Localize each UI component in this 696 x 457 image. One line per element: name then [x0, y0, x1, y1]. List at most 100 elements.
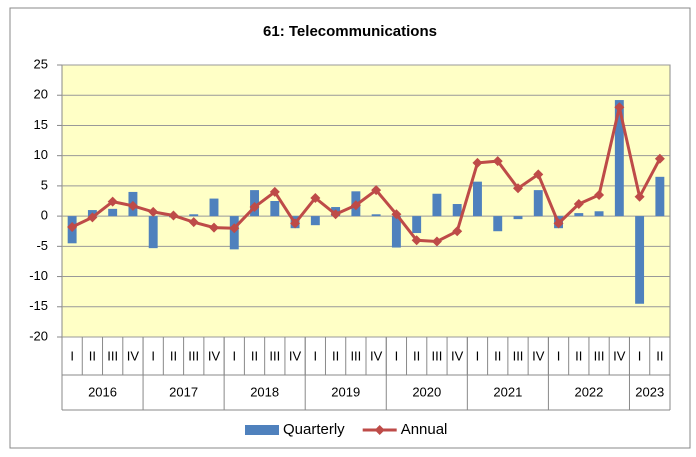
y-tick-label: -10 — [29, 268, 48, 283]
x-tick-label: I — [395, 348, 399, 363]
marker — [472, 157, 483, 168]
marker — [127, 200, 138, 211]
x-tick-label: III — [432, 348, 443, 363]
x-tick-label: III — [188, 348, 199, 363]
x-tick-label: I — [151, 348, 155, 363]
x-tick-label: IV — [127, 348, 140, 363]
bar — [635, 216, 645, 304]
bar — [594, 211, 604, 217]
x-tick-label: III — [269, 348, 280, 363]
marker — [573, 199, 584, 210]
bar — [270, 201, 280, 217]
x-tick-label: I — [232, 348, 236, 363]
marker — [269, 186, 280, 197]
marker — [249, 202, 260, 213]
y-tick-label: -20 — [29, 328, 48, 343]
x-tick-label: IV — [289, 348, 302, 363]
group-label: 2022 — [574, 384, 603, 399]
x-tick-label: IV — [370, 348, 383, 363]
group-label: 2017 — [169, 384, 198, 399]
group-label: 2016 — [88, 384, 117, 399]
x-tick-label: IV — [451, 348, 464, 363]
legend-label: Annual — [401, 421, 448, 438]
x-tick-label: III — [513, 348, 524, 363]
marker — [492, 156, 503, 167]
y-tick-label: 0 — [41, 208, 48, 223]
legend-label: Quarterly — [283, 421, 345, 438]
marker — [290, 218, 301, 229]
bar — [371, 214, 381, 217]
x-tick-label: III — [350, 348, 361, 363]
bar — [209, 198, 219, 217]
marker — [87, 212, 98, 223]
bar — [614, 100, 624, 217]
x-tick-label: II — [170, 348, 177, 363]
marker — [350, 200, 361, 211]
marker — [411, 235, 422, 246]
marker — [594, 189, 605, 200]
group-label: 2021 — [493, 384, 522, 399]
chart-title: 61: Telecommunications — [263, 23, 437, 40]
marker — [371, 185, 382, 196]
bar — [513, 216, 523, 220]
x-tick-label: II — [413, 348, 420, 363]
marker — [533, 169, 544, 180]
marker — [168, 210, 179, 221]
marker — [431, 236, 442, 247]
bar — [189, 214, 199, 217]
x-tick-label: II — [332, 348, 339, 363]
marker — [310, 192, 321, 203]
marker — [229, 223, 240, 234]
marker — [67, 221, 78, 232]
marker — [452, 226, 463, 237]
x-tick-label: II — [494, 348, 501, 363]
marker — [654, 153, 665, 164]
marker — [148, 206, 159, 217]
y-tick-label: 15 — [34, 117, 48, 132]
y-tick-label: -15 — [29, 298, 48, 313]
group-label: 2023 — [635, 384, 664, 399]
x-tick-label: II — [656, 348, 663, 363]
plot-area — [61, 64, 671, 338]
bar — [412, 216, 422, 234]
marker — [391, 209, 402, 220]
x-tick-label: IV — [613, 348, 626, 363]
x-tick-label: IV — [208, 348, 221, 363]
group-label: 2020 — [412, 384, 441, 399]
x-tick-label: III — [594, 348, 605, 363]
marker — [188, 217, 199, 228]
marker — [209, 222, 219, 233]
bar — [533, 190, 543, 217]
legend-marker — [374, 425, 385, 435]
group-label: 2018 — [250, 384, 279, 399]
y-tick-label: -5 — [36, 238, 48, 253]
x-tick-label: II — [89, 348, 96, 363]
bar — [574, 213, 584, 217]
x-tick-label: I — [638, 348, 642, 363]
x-tick-label: I — [314, 348, 318, 363]
x-tick-label: II — [251, 348, 258, 363]
bar — [493, 216, 503, 232]
bar — [473, 181, 482, 217]
y-tick-label: 5 — [41, 177, 48, 192]
marker — [513, 183, 523, 194]
x-tick-label: III — [107, 348, 118, 363]
marker — [107, 196, 118, 207]
bar — [108, 208, 118, 217]
x-tick-label: IV — [532, 348, 545, 363]
bar — [452, 204, 462, 217]
group-label: 2019 — [331, 384, 360, 399]
x-tick-label: I — [70, 348, 74, 363]
bar — [391, 216, 401, 248]
bar — [310, 216, 320, 226]
marker — [330, 209, 341, 220]
legend-swatch — [245, 425, 279, 435]
bar — [655, 176, 665, 217]
marker — [553, 218, 564, 229]
y-tick-label: 20 — [34, 87, 48, 102]
x-tick-label: I — [476, 348, 480, 363]
x-tick-label: I — [557, 348, 561, 363]
bar — [432, 193, 442, 217]
